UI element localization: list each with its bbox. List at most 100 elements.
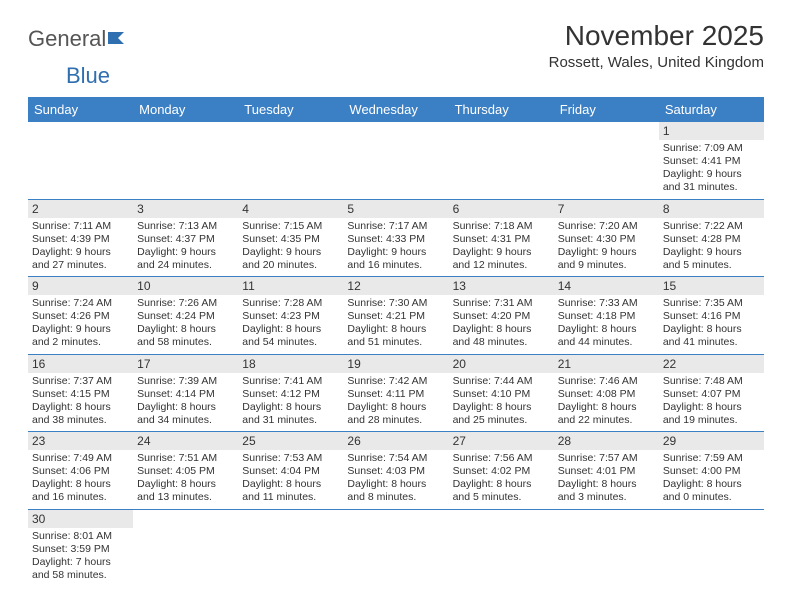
day-number: 19 [343,355,448,373]
sunrise-text: Sunrise: 7:15 AM [242,220,339,233]
sunrise-text: Sunrise: 7:30 AM [347,297,444,310]
day-number: 27 [449,432,554,450]
sunrise-text: Sunrise: 7:28 AM [242,297,339,310]
calendar-day-cell: 11Sunrise: 7:28 AMSunset: 4:23 PMDayligh… [238,277,343,355]
calendar-day-cell: 16Sunrise: 7:37 AMSunset: 4:15 PMDayligh… [28,354,133,432]
sunrise-text: Sunrise: 7:20 AM [558,220,655,233]
day-number: 10 [133,277,238,295]
sunset-text: Sunset: 4:26 PM [32,310,129,323]
sunrise-text: Sunrise: 7:26 AM [137,297,234,310]
daylight-text: Daylight: 9 hours and 5 minutes. [663,246,760,272]
logo-text-a: General [28,26,106,52]
sunrise-text: Sunrise: 7:54 AM [347,452,444,465]
daylight-text: Daylight: 8 hours and 38 minutes. [32,401,129,427]
day-number: 23 [28,432,133,450]
day-info: Sunrise: 7:48 AMSunset: 4:07 PMDaylight:… [659,373,764,432]
sunset-text: Sunset: 4:24 PM [137,310,234,323]
sunset-text: Sunset: 4:12 PM [242,388,339,401]
sunset-text: Sunset: 4:18 PM [558,310,655,323]
day-number: 7 [554,200,659,218]
sunrise-text: Sunrise: 7:13 AM [137,220,234,233]
daylight-text: Daylight: 8 hours and 28 minutes. [347,401,444,427]
day-info: Sunrise: 7:20 AMSunset: 4:30 PMDaylight:… [554,218,659,277]
calendar-day-cell [449,122,554,199]
weekday-header: Monday [133,97,238,122]
daylight-text: Daylight: 7 hours and 58 minutes. [32,556,129,582]
calendar-week-row: 2Sunrise: 7:11 AMSunset: 4:39 PMDaylight… [28,199,764,277]
sunrise-text: Sunrise: 7:37 AM [32,375,129,388]
daylight-text: Daylight: 8 hours and 3 minutes. [558,478,655,504]
day-info: Sunrise: 7:54 AMSunset: 4:03 PMDaylight:… [343,450,448,509]
sunset-text: Sunset: 4:06 PM [32,465,129,478]
calendar-day-cell: 19Sunrise: 7:42 AMSunset: 4:11 PMDayligh… [343,354,448,432]
sunrise-text: Sunrise: 7:56 AM [453,452,550,465]
day-info: Sunrise: 7:46 AMSunset: 4:08 PMDaylight:… [554,373,659,432]
sunset-text: Sunset: 4:20 PM [453,310,550,323]
day-info: Sunrise: 7:13 AMSunset: 4:37 PMDaylight:… [133,218,238,277]
sunrise-text: Sunrise: 7:48 AM [663,375,760,388]
sunset-text: Sunset: 4:07 PM [663,388,760,401]
calendar-week-row: 23Sunrise: 7:49 AMSunset: 4:06 PMDayligh… [28,432,764,510]
day-info: Sunrise: 7:51 AMSunset: 4:05 PMDaylight:… [133,450,238,509]
calendar-table: Sunday Monday Tuesday Wednesday Thursday… [28,97,764,586]
daylight-text: Daylight: 8 hours and 58 minutes. [137,323,234,349]
sunrise-text: Sunrise: 7:33 AM [558,297,655,310]
calendar-day-cell: 7Sunrise: 7:20 AMSunset: 4:30 PMDaylight… [554,199,659,277]
weekday-header: Friday [554,97,659,122]
daylight-text: Daylight: 9 hours and 24 minutes. [137,246,234,272]
day-number: 18 [238,355,343,373]
calendar-day-cell: 5Sunrise: 7:17 AMSunset: 4:33 PMDaylight… [343,199,448,277]
day-info: Sunrise: 7:39 AMSunset: 4:14 PMDaylight:… [133,373,238,432]
day-number: 4 [238,200,343,218]
weekday-header: Saturday [659,97,764,122]
day-number: 21 [554,355,659,373]
sunset-text: Sunset: 4:01 PM [558,465,655,478]
day-info: Sunrise: 7:15 AMSunset: 4:35 PMDaylight:… [238,218,343,277]
daylight-text: Daylight: 9 hours and 16 minutes. [347,246,444,272]
sunset-text: Sunset: 4:05 PM [137,465,234,478]
sunset-text: Sunset: 4:31 PM [453,233,550,246]
title-block: November 2025 Rossett, Wales, United Kin… [549,20,764,71]
day-number: 3 [133,200,238,218]
day-info: Sunrise: 7:35 AMSunset: 4:16 PMDaylight:… [659,295,764,354]
daylight-text: Daylight: 8 hours and 11 minutes. [242,478,339,504]
daylight-text: Daylight: 8 hours and 0 minutes. [663,478,760,504]
calendar-day-cell: 1Sunrise: 7:09 AMSunset: 4:41 PMDaylight… [659,122,764,199]
day-info: Sunrise: 7:28 AMSunset: 4:23 PMDaylight:… [238,295,343,354]
calendar-day-cell: 10 Sunrise: 7:26 AMSunset: 4:24 PMDayligh… [133,277,238,355]
sunrise-text: Sunrise: 7:46 AM [558,375,655,388]
sunset-text: Sunset: 4:23 PM [242,310,339,323]
sunrise-text: Sunrise: 7:11 AM [32,220,129,233]
calendar-day-cell [659,509,764,586]
sunset-text: Sunset: 4:41 PM [663,155,760,168]
sunrise-text: Sunrise: 7:39 AM [137,375,234,388]
day-info: Sunrise: 7:17 AMSunset: 4:33 PMDaylight:… [343,218,448,277]
calendar-day-cell [554,122,659,199]
calendar-day-cell: 21Sunrise: 7:46 AMSunset: 4:08 PMDayligh… [554,354,659,432]
sunset-text: Sunset: 4:30 PM [558,233,655,246]
sunrise-text: Sunrise: 7:57 AM [558,452,655,465]
sunset-text: Sunset: 4:08 PM [558,388,655,401]
day-info: Sunrise: 8:01 AMSunset: 3:59 PMDaylight:… [28,528,133,587]
logo-text-b: Blue [66,63,110,88]
calendar-day-cell: 27Sunrise: 7:56 AMSunset: 4:02 PMDayligh… [449,432,554,510]
daylight-text: Daylight: 8 hours and 51 minutes. [347,323,444,349]
daylight-text: Daylight: 9 hours and 27 minutes. [32,246,129,272]
sunset-text: Sunset: 4:14 PM [137,388,234,401]
sunset-text: Sunset: 4:37 PM [137,233,234,246]
daylight-text: Daylight: 8 hours and 22 minutes. [558,401,655,427]
day-number: 8 [659,200,764,218]
daylight-text: Daylight: 8 hours and 44 minutes. [558,323,655,349]
daylight-text: Daylight: 8 hours and 31 minutes. [242,401,339,427]
day-info: Sunrise: 7:24 AMSunset: 4:26 PMDaylight:… [28,295,133,354]
day-number: 5 [343,200,448,218]
calendar-day-cell: 24Sunrise: 7:51 AMSunset: 4:05 PMDayligh… [133,432,238,510]
day-number: 1 [659,122,764,140]
daylight-text: Daylight: 8 hours and 13 minutes. [137,478,234,504]
day-number: 25 [238,432,343,450]
daylight-text: Daylight: 8 hours and 54 minutes. [242,323,339,349]
sunrise-text: Sunrise: 7:53 AM [242,452,339,465]
calendar-day-cell: 18Sunrise: 7:41 AMSunset: 4:12 PMDayligh… [238,354,343,432]
daylight-text: Daylight: 9 hours and 12 minutes. [453,246,550,272]
day-info: Sunrise: 7:49 AMSunset: 4:06 PMDaylight:… [28,450,133,509]
